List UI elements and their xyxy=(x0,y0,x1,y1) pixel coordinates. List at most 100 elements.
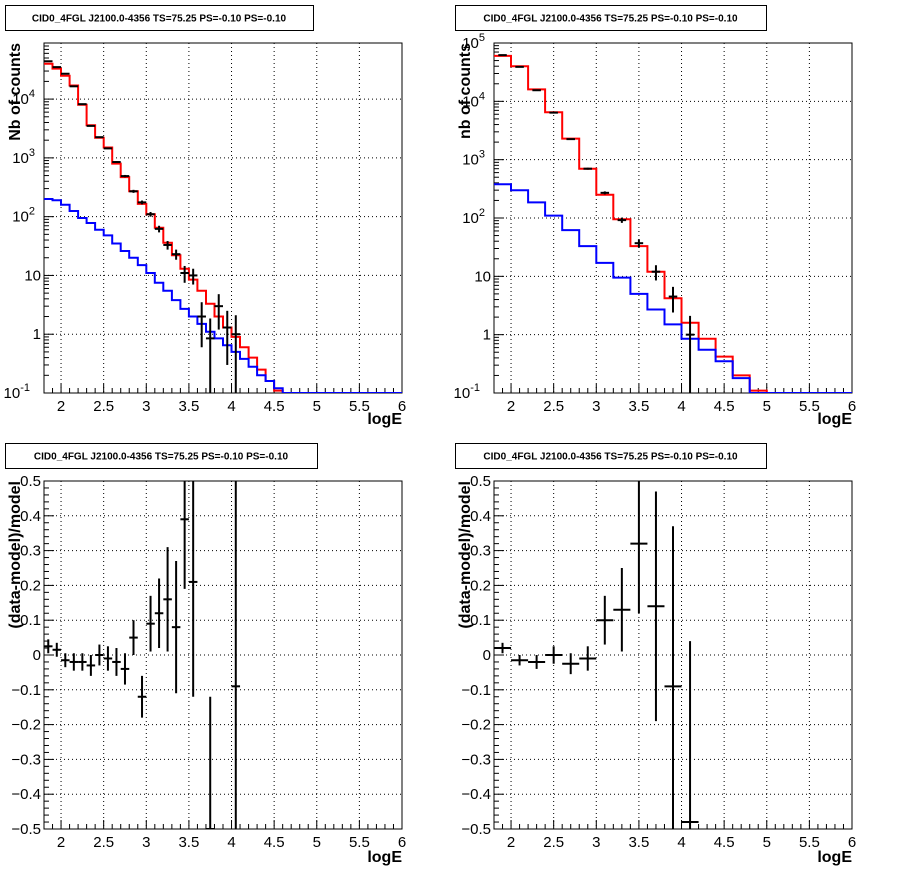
panel-2: 2 2.5 3 3.5 4 4.5 5 5.5 610-1110102103104105logE… xyxy=(454,5,856,428)
x-tick-label: 4 xyxy=(677,834,685,851)
x-tick-label: 3 xyxy=(592,834,600,851)
panel-1: 2 2.5 3 3.5 4 4.5 5 5.5 610-1110102103104logENb … xyxy=(4,5,406,428)
y-tick-label: −0.3 xyxy=(461,751,491,768)
x-tick-label: 6 xyxy=(848,834,856,851)
x-tick-label: 2.5 xyxy=(543,398,564,415)
y-tick-base: 10 xyxy=(12,91,29,108)
data-point xyxy=(78,103,87,106)
data-point xyxy=(163,241,172,250)
x-tick-label: 4 xyxy=(227,398,235,415)
y-tick-label: 0.4 xyxy=(470,508,491,525)
data-point xyxy=(44,639,53,654)
plot-content xyxy=(494,481,699,829)
data-point xyxy=(137,200,147,205)
y-tick-label: 105 xyxy=(462,32,485,52)
y-tick-label: 102 xyxy=(462,207,485,227)
x-tick-label: 3.5 xyxy=(178,834,199,851)
y-tick-label: 102 xyxy=(12,206,35,226)
x-tick-label: 4.5 xyxy=(714,834,735,851)
x-tick-label: 4.5 xyxy=(714,398,735,415)
x-tick-label: 2.5 xyxy=(543,834,564,851)
y-tick-label: 103 xyxy=(462,149,485,169)
y-axis-label: (data-model)/model xyxy=(7,481,24,629)
y-axis-ticks xyxy=(44,42,54,394)
panel-title: CID0_4FGL J2100.0-4356 TS=75.25 PS=-0.10… xyxy=(32,14,287,25)
x-tick-label: 3 xyxy=(142,398,150,415)
x-tick-label: 6 xyxy=(398,834,406,851)
y-tick-exponent: 3 xyxy=(29,147,35,159)
data-point xyxy=(214,294,223,330)
data-point xyxy=(154,225,164,233)
data-point xyxy=(171,561,181,694)
x-tick-label: 6 xyxy=(848,398,856,415)
y-tick-label: 0.4 xyxy=(20,508,41,525)
panel-4: 2 2.5 3 3.5 4 4.5 5 5.5 6 −0.5 −0.4 −0.3 −0.2 −0.1 0 0.… xyxy=(455,443,856,866)
source-model-histogram xyxy=(494,183,852,393)
x-tick-label: 2 xyxy=(507,398,515,415)
x-tick-label: 4.5 xyxy=(264,398,285,415)
data-point xyxy=(95,644,104,666)
data-point xyxy=(129,189,138,193)
y-axis-ticks xyxy=(494,42,504,394)
data-point xyxy=(205,696,215,829)
y-tick-label: 0 xyxy=(483,647,491,664)
x-tick-label: 5 xyxy=(313,834,321,851)
y-tick-label: 10 xyxy=(24,267,41,284)
title-box xyxy=(455,5,767,31)
data-point xyxy=(103,646,113,671)
title-box xyxy=(5,443,318,469)
data-point xyxy=(197,302,206,348)
x-tick-label: 5.5 xyxy=(349,834,370,851)
data-point xyxy=(668,286,678,313)
x-tick-label: 5 xyxy=(313,398,321,415)
y-tick-label: −0.2 xyxy=(11,717,41,734)
data-point xyxy=(528,655,546,669)
y-axis-label: Nb of counts xyxy=(7,43,24,141)
plot-content xyxy=(44,60,402,393)
x-tick-label: 3.5 xyxy=(178,398,199,415)
y-tick-label: 0 xyxy=(33,647,41,664)
x-tick-label: 3.5 xyxy=(628,834,649,851)
x-tick-label: 6 xyxy=(398,398,406,415)
data-point xyxy=(52,642,62,657)
y-tick-label: 1 xyxy=(483,327,491,344)
y-tick-exponent: 4 xyxy=(29,88,35,100)
data-point xyxy=(681,641,699,829)
y-tick-label: 1 xyxy=(33,326,41,343)
x-tick-label: 4.5 xyxy=(264,834,285,851)
source-model-histogram xyxy=(44,198,402,393)
data-point xyxy=(685,315,695,393)
panel-title: CID0_4FGL J2100.0-4356 TS=75.25 PS=-0.10… xyxy=(483,452,738,463)
y-tick-label: 10-1 xyxy=(4,382,30,402)
y-axis-label: (data-model)/model xyxy=(457,481,474,629)
data-point xyxy=(188,481,198,697)
y-tick-label: −0.2 xyxy=(461,717,491,734)
title-box xyxy=(455,443,767,469)
data-point xyxy=(171,249,181,260)
data-point xyxy=(231,315,241,393)
data-point xyxy=(188,268,198,285)
y-tick-exponent: -1 xyxy=(20,382,30,394)
x-tick-label: 5 xyxy=(763,398,771,415)
y-tick-label: −0.3 xyxy=(11,751,41,768)
x-tick-label: 4 xyxy=(677,398,685,415)
data-point xyxy=(579,646,597,671)
y-tick-exponent: 2 xyxy=(29,206,35,218)
plot-content xyxy=(494,54,852,393)
y-tick-label: 0.2 xyxy=(470,577,491,594)
x-tick-label: 5.5 xyxy=(349,398,370,415)
title-box xyxy=(5,5,314,31)
data-point xyxy=(112,161,121,164)
y-tick-base: 10 xyxy=(454,385,471,402)
panel-title: CID0_4FGL J2100.0-4356 TS=75.25 PS=-0.10… xyxy=(483,14,738,25)
data-point xyxy=(129,620,138,655)
panel-3: 2 2.5 3 3.5 4 4.5 5 5.5 6 −0.5 −0.4 −0.3 −0.2 −0.1 0 0.… xyxy=(5,443,406,866)
data-point xyxy=(205,318,215,393)
x-axis-label: logE xyxy=(367,849,402,866)
data-point xyxy=(120,174,130,178)
data-point xyxy=(103,147,113,150)
x-tick-label: 3 xyxy=(142,834,150,851)
x-axis-label: logE xyxy=(367,411,402,428)
y-tick-label: 0.5 xyxy=(20,473,41,490)
